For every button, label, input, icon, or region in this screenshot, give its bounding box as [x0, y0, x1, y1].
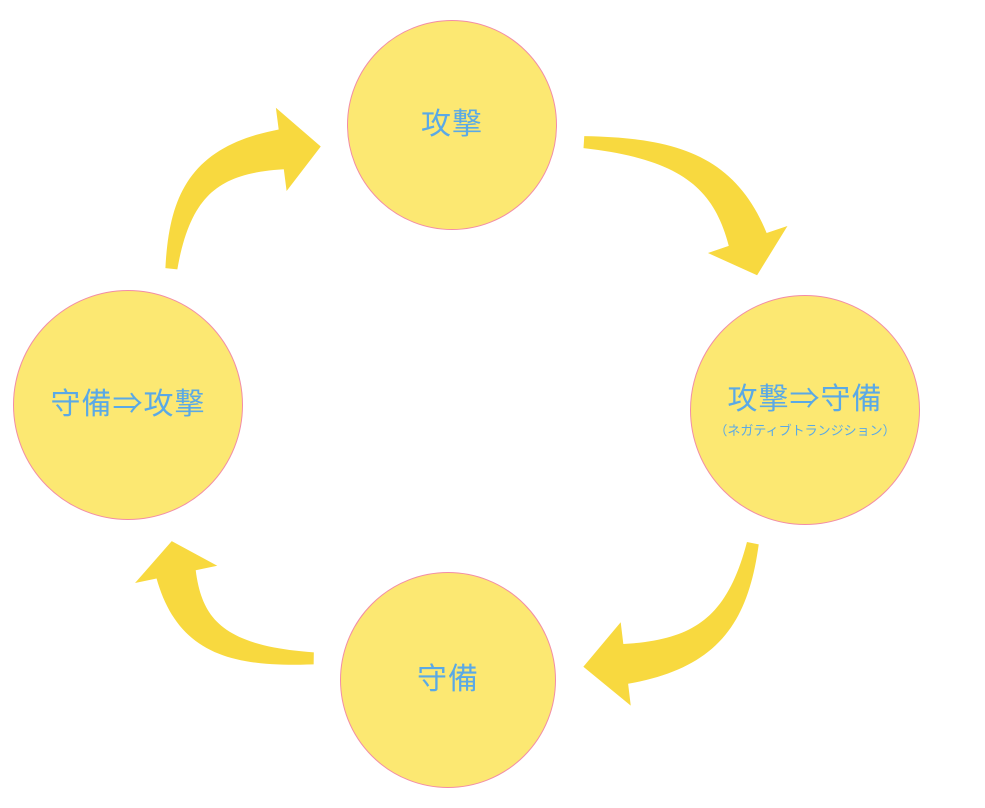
arrow-attack-to-attack-to-defense — [584, 136, 788, 275]
node-label-attack-to-defense: 攻撃⇒守備 — [728, 381, 883, 419]
node-label-defense-to-attack: 守備⇒攻撃 — [51, 386, 206, 424]
cycle-diagram: 攻撃攻撃⇒守備 （ネガティブトランジション） 守備 守備⇒攻撃 — [0, 0, 985, 808]
node-attack: 攻撃 — [347, 20, 557, 230]
node-attack-to-defense: 攻撃⇒守備 （ネガティブトランジション） — [690, 295, 920, 525]
arrow-defense-to-defense-to-attack — [135, 541, 314, 665]
node-defense-to-attack: 守備⇒攻撃 — [13, 290, 243, 520]
arrow-defense-to-attack-to-attack — [165, 108, 320, 270]
arrow-attack-to-defense-to-defense — [583, 542, 758, 706]
node-label-defense: 守備 — [417, 661, 479, 699]
node-label-attack: 攻撃 — [421, 106, 483, 144]
node-defense: 守備 — [340, 572, 556, 788]
node-sublabel-attack-to-defense: （ネガティブトランジション） — [714, 423, 895, 439]
